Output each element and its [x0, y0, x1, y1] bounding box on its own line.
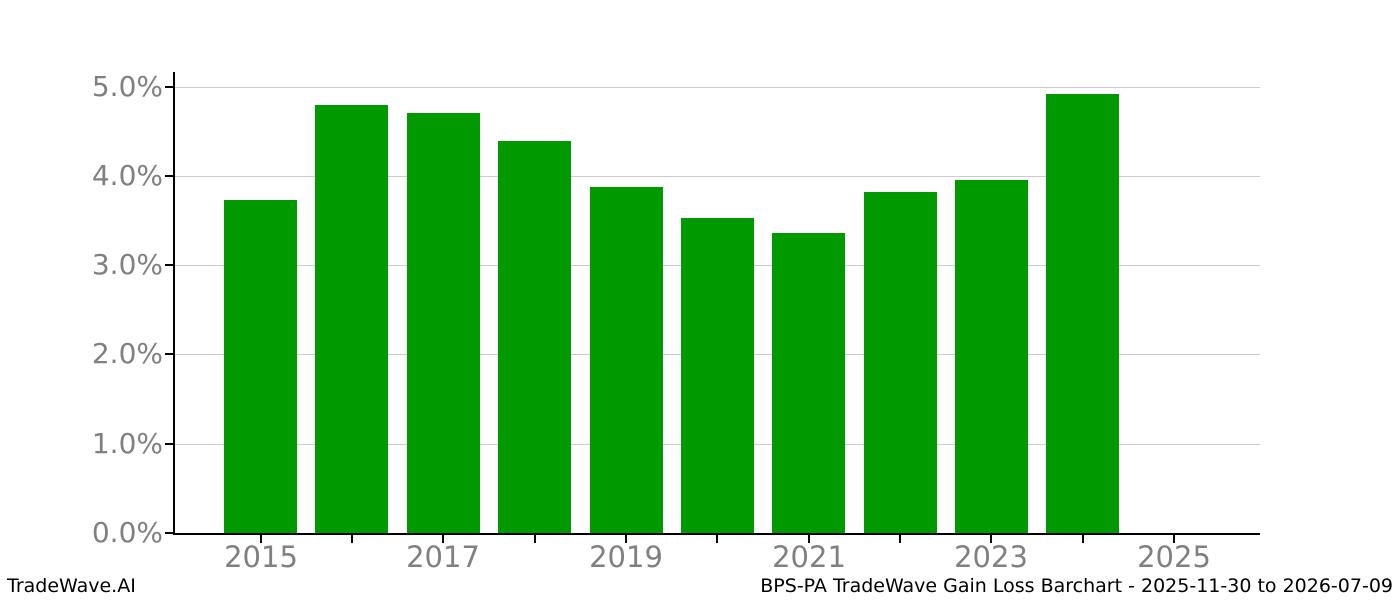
gridline-4	[175, 176, 1260, 177]
y-axis-tick-label: 5.0%	[91, 70, 163, 103]
bar-2018	[498, 141, 571, 533]
y-tick-0	[165, 532, 173, 534]
x-tick-2023	[990, 535, 992, 543]
y-axis-tick-label: 0.0%	[91, 516, 163, 549]
x-tick-2019	[625, 535, 627, 543]
x-tick-2025	[1173, 535, 1175, 543]
y-axis-tick-label: 4.0%	[91, 159, 163, 192]
brand-label: TradeWave.AI	[7, 575, 136, 597]
x-axis-spine	[173, 533, 1260, 535]
bar-2020	[681, 218, 754, 533]
y-tick-1	[165, 443, 173, 445]
x-tick-2024	[1082, 535, 1084, 543]
y-axis-spine	[173, 72, 175, 535]
gridline-5	[175, 87, 1260, 88]
x-axis-tick-label: 2025	[1137, 540, 1211, 574]
x-tick-2015	[260, 535, 262, 543]
y-tick-4	[165, 175, 173, 177]
x-axis-tick-label: 2023	[954, 540, 1028, 574]
y-tick-3	[165, 264, 173, 266]
bar-2022	[864, 192, 937, 533]
x-axis-tick-label: 2021	[772, 540, 846, 574]
bar-2024	[1046, 94, 1119, 533]
bar-2015	[224, 200, 297, 533]
x-axis-tick-label: 2017	[406, 540, 480, 574]
x-tick-2018	[534, 535, 536, 543]
x-tick-2020	[716, 535, 718, 543]
x-tick-2021	[808, 535, 810, 543]
y-tick-5	[165, 86, 173, 88]
x-tick-2016	[351, 535, 353, 543]
chart-caption: BPS-PA TradeWave Gain Loss Barchart - 20…	[760, 575, 1393, 597]
bar-2021	[772, 233, 845, 533]
bar-2019	[590, 187, 663, 533]
y-axis-tick-label: 1.0%	[91, 427, 163, 460]
bar-2017	[407, 113, 480, 533]
y-tick-2	[165, 353, 173, 355]
y-axis-tick-label: 3.0%	[91, 248, 163, 281]
bar-2023	[955, 180, 1028, 533]
x-axis-tick-label: 2015	[224, 540, 298, 574]
y-axis-tick-label: 2.0%	[91, 337, 163, 370]
bar-2016	[315, 105, 388, 533]
x-tick-2017	[442, 535, 444, 543]
x-axis-tick-label: 2019	[589, 540, 663, 574]
x-tick-2022	[899, 535, 901, 543]
